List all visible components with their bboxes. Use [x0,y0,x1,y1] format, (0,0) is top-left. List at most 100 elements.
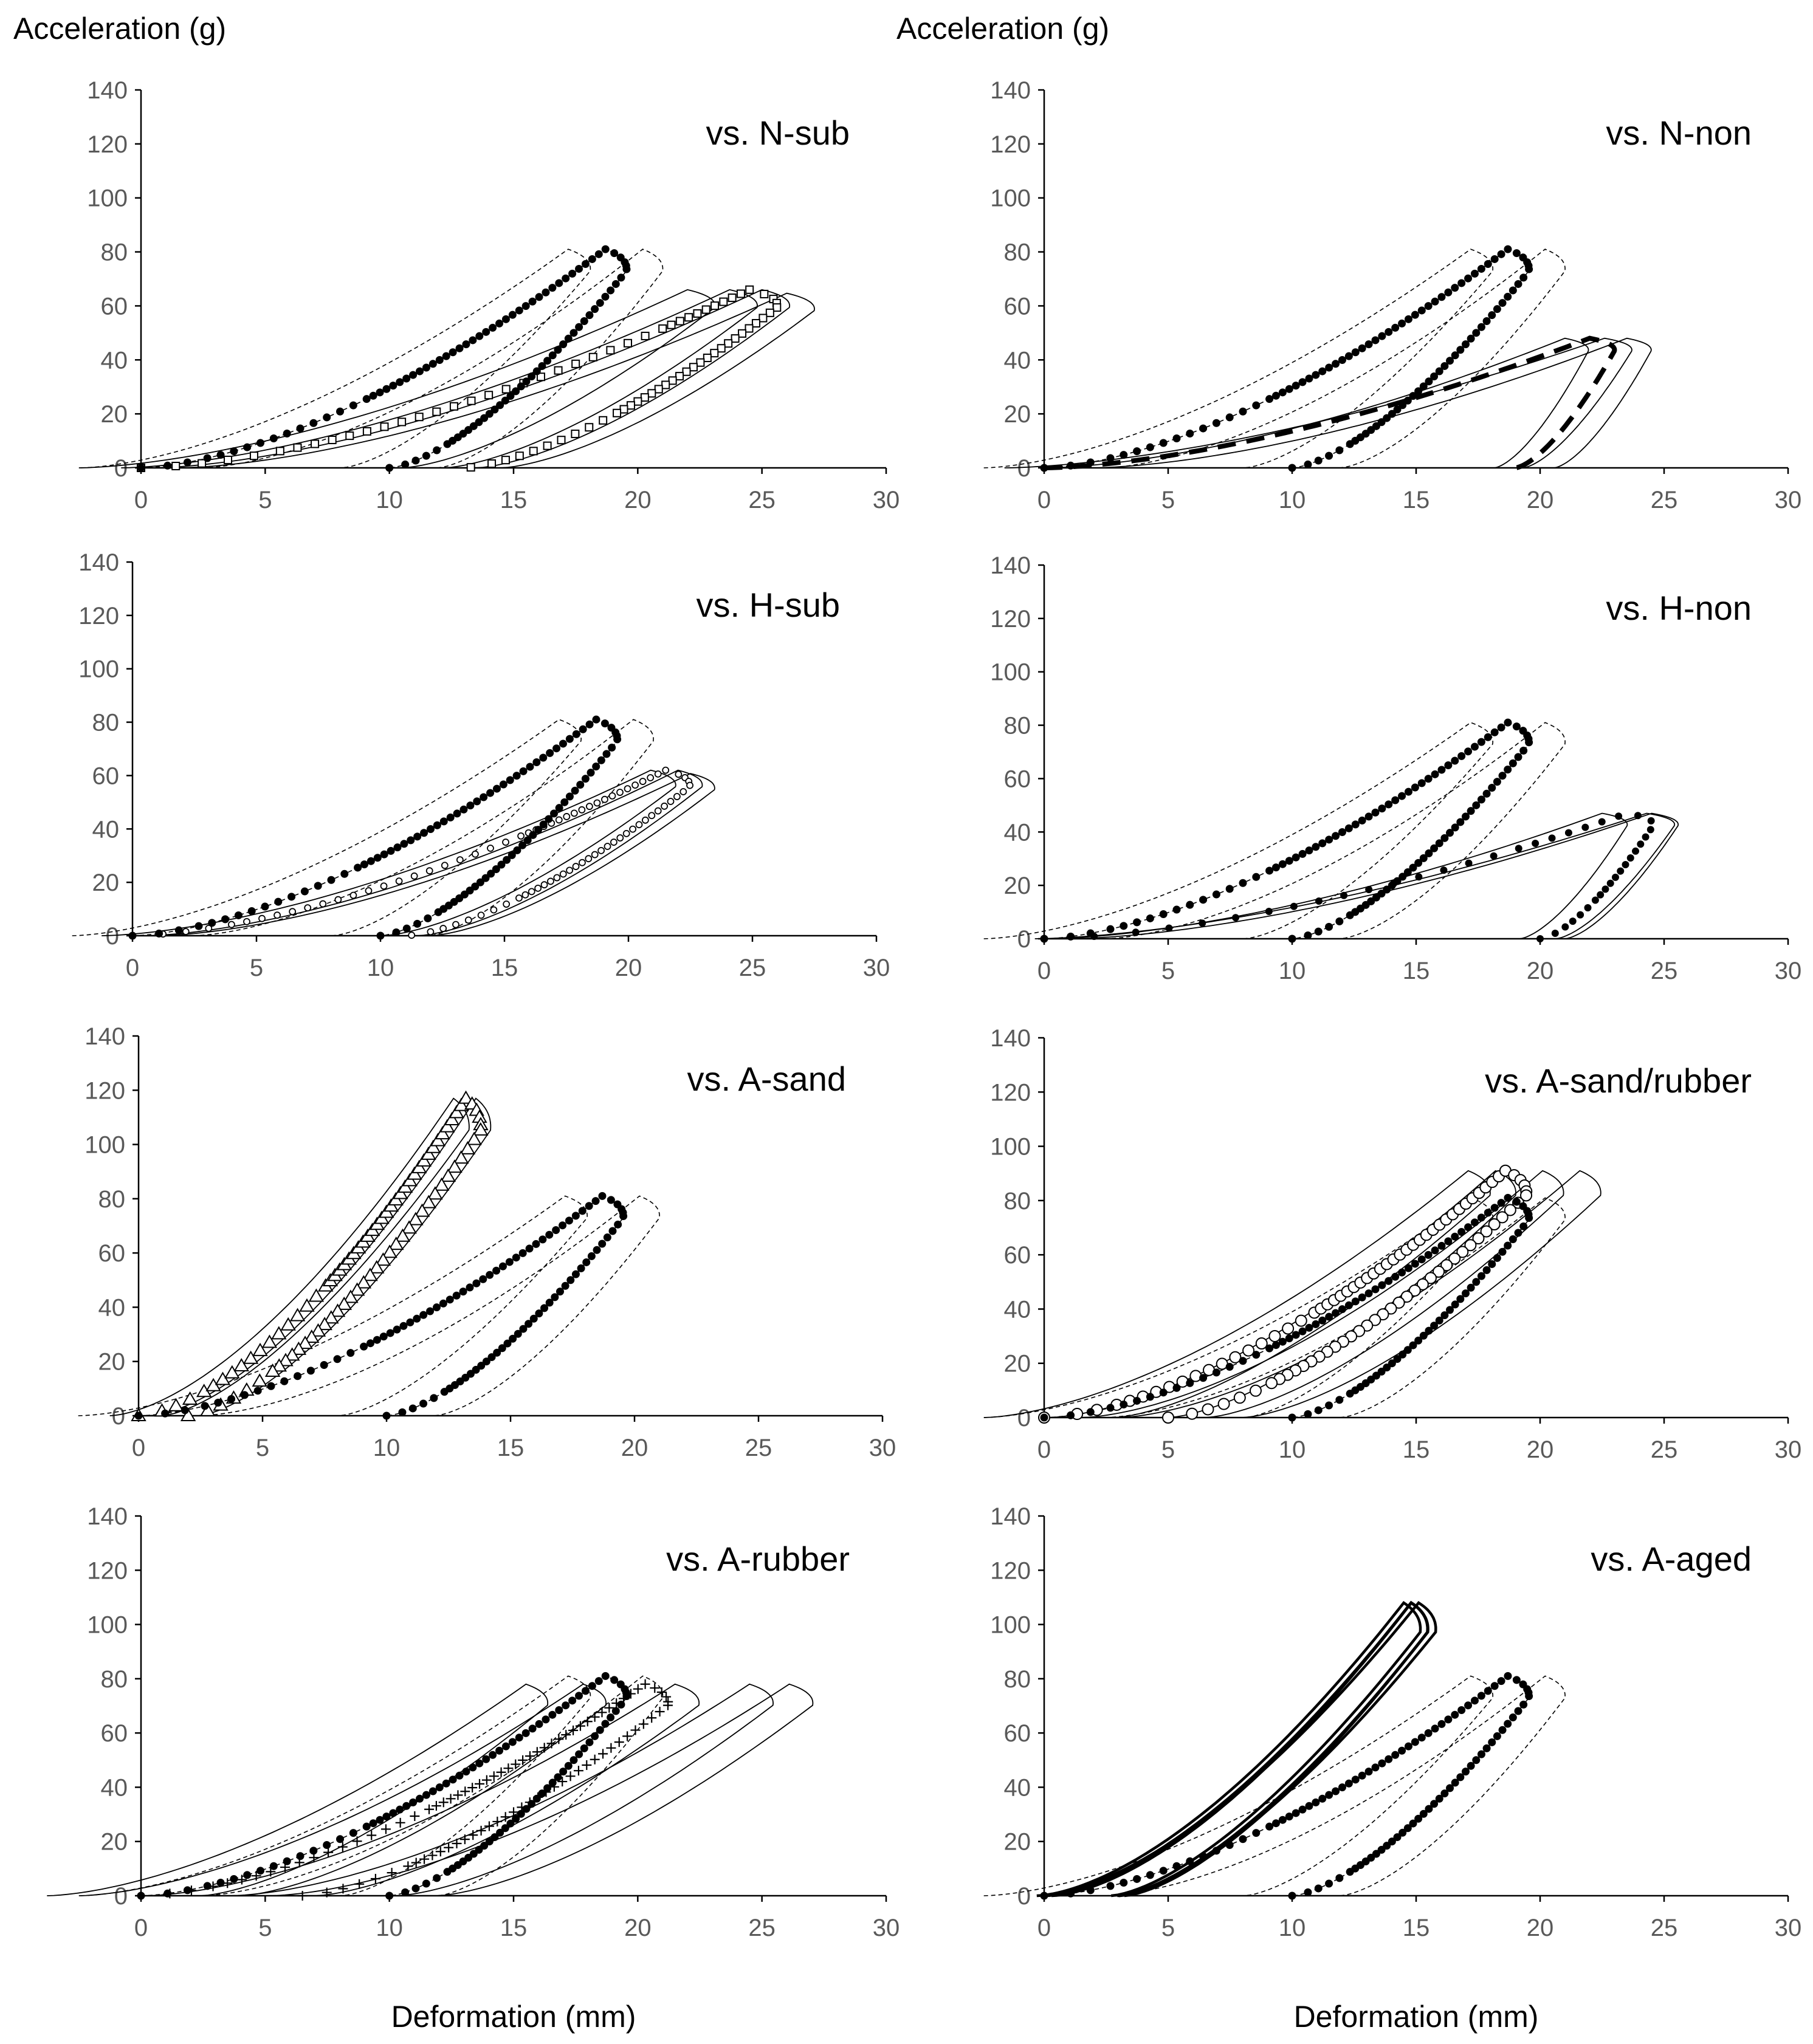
reference-point [1335,446,1344,454]
reference-point [1424,1729,1433,1737]
reference-point [336,1835,345,1843]
reference-point [495,1746,504,1755]
reference-point [1467,334,1475,343]
comparison-point [673,793,681,800]
reference-point [519,767,528,775]
comparison-point [343,1289,359,1303]
reference-trial-line [201,249,664,468]
comparison-point [354,1879,365,1889]
y-tick-label: 0 [1017,926,1031,953]
reference-point [267,1382,275,1390]
reference-point [598,1192,607,1200]
reference-point [571,1270,580,1278]
reference-point [1461,812,1470,821]
comparison-point [500,1812,511,1822]
reference-point [1477,1213,1485,1222]
reference-point [1437,766,1446,774]
comparison-point [345,431,354,441]
reference-point [1338,1783,1346,1792]
y-tick-label: 100 [87,185,128,212]
comparison-point [362,1267,378,1281]
comparison-point [738,329,747,338]
comparison-point [745,324,754,333]
reference-point [1199,424,1208,433]
reference-point [559,739,567,748]
reference-point [1067,1411,1075,1419]
reference-point [1312,371,1320,379]
comparison-point [563,813,571,820]
reference-point [508,1738,517,1746]
reference-point [1239,407,1247,416]
y-tick-label: 60 [1004,766,1031,792]
reference-point [1186,900,1194,909]
reference-point [1417,1734,1426,1742]
comparison-point [466,463,475,472]
reference-point [554,1773,562,1782]
comparison-point [1415,873,1423,881]
comparison-point [650,1683,660,1693]
comparison-point [432,407,441,416]
reference-point [1332,360,1340,368]
x-tick-label: 0 [134,1915,148,1941]
reference-point [455,344,464,352]
reference-point [400,840,408,848]
reference-point [1325,922,1333,931]
comparison-trial-line [270,1683,814,1896]
comparison-point [334,896,342,904]
y-tick-label: 100 [990,1612,1031,1639]
reference-point [1040,464,1048,472]
comparison-trial-line [145,1683,700,1896]
reference-point [1525,738,1533,747]
comparison-point [614,1737,624,1747]
reference-trial-line [78,1195,588,1416]
y-tick-label: 0 [114,1883,128,1910]
y-tick-label: 80 [98,1186,126,1213]
reference-point [1411,310,1419,319]
reference-point [562,274,570,283]
reference-point [1398,873,1407,881]
reference-point [607,286,615,295]
panel: 0 20 40 60 80 100 120 140 0 5 10 15 20 25 30 vs. N-non [983,77,1802,513]
reference-point [1493,1732,1501,1740]
comparison-point [1490,852,1498,860]
reference-point [1498,1726,1507,1734]
reference-point [1120,922,1128,930]
comparison-point [368,1260,385,1274]
comparison-point [329,1303,346,1317]
comparison-point [456,856,464,864]
reference-point [571,786,579,795]
reference-point [1378,1759,1386,1768]
reference-point [452,1291,461,1300]
comparison-point [518,1755,528,1765]
comparison-point [501,385,511,394]
comparison-point [273,911,281,919]
reference-point [480,793,488,801]
comparison-point [427,1850,438,1861]
comparison-point [467,396,476,405]
comparison-point [433,1177,450,1191]
reference-point [1446,1784,1454,1792]
reference-point [214,1398,222,1407]
reference-point [1411,783,1419,792]
y-tick-label: 40 [92,816,120,843]
reference-point [230,447,238,456]
comparison-point [622,829,630,837]
reference-point [542,288,550,297]
reference-point [1086,1886,1095,1895]
reference-point [1086,458,1095,467]
reference-point [369,1819,377,1828]
x-tick-label: 30 [1775,487,1802,513]
comparison-point [532,1747,542,1757]
reference-point [551,1293,559,1302]
reference-point [1484,1209,1492,1217]
reference-point [1067,932,1075,941]
reference-point [601,292,610,301]
comparison-point [431,1801,441,1811]
comparison-trial-line [1092,337,1652,468]
y-tick-label: 120 [990,606,1031,633]
reference-point [1451,1710,1459,1719]
comparison-point [1569,917,1577,925]
x-tick-label: 25 [748,1915,776,1941]
reference-point [1120,1400,1128,1408]
comparison-point [638,1719,648,1729]
